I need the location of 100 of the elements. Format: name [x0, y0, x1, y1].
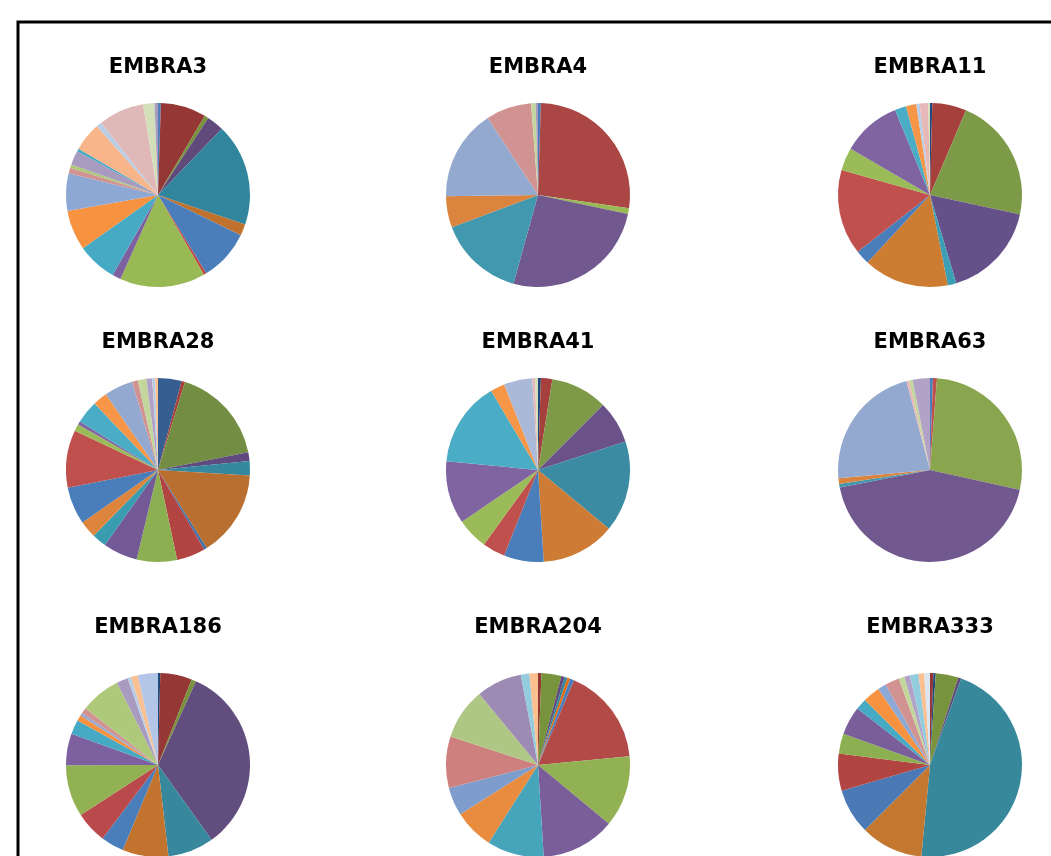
pie-slice: [538, 470, 609, 562]
pie-slice: [483, 470, 538, 556]
pie-slice: [843, 708, 930, 765]
pie-slice: [930, 110, 1022, 215]
chart-title: EMBRA4: [488, 54, 588, 78]
pie-slice: [66, 430, 158, 488]
pie-slice: [66, 173, 158, 212]
pie-slice: [520, 673, 538, 765]
chart-title: EMBRA3: [108, 54, 208, 78]
pie-slice: [461, 470, 538, 545]
pie-slice: [538, 765, 609, 856]
pie-slice: [82, 470, 158, 536]
pie-slice: [67, 195, 158, 249]
pie-slice: [158, 195, 246, 236]
pie-slice: [158, 195, 241, 274]
pie-slice: [450, 694, 538, 765]
pie-slice: [867, 195, 948, 287]
chart-title: EMBRA63: [873, 329, 987, 353]
pie-slice: [136, 470, 178, 562]
pie-slice: [921, 678, 1022, 856]
pie-slice: [446, 461, 538, 522]
pie-slice: [158, 679, 196, 765]
pie-slice: [446, 195, 538, 228]
pie-slice: [143, 103, 158, 195]
pie-slice: [839, 470, 1020, 562]
pie-slice: [158, 681, 250, 840]
pie-slice: [158, 765, 212, 856]
pie-slice: [71, 720, 158, 765]
pie-slice: [158, 382, 249, 470]
pie-slice: [158, 128, 250, 225]
pie-slice: [930, 378, 1022, 490]
pie-slice: [538, 756, 630, 824]
pie-slice: [878, 684, 930, 765]
pie-slice: [538, 379, 604, 470]
pie-slice: [538, 680, 630, 765]
pie-slice: [158, 452, 250, 470]
chart-title: EMBRA41: [481, 329, 595, 353]
chart-title: EMBRA186: [94, 614, 222, 638]
chart-title: EMBRA333: [866, 614, 994, 638]
pie-slice: [864, 688, 930, 765]
pie-slice: [841, 148, 930, 195]
pie-slice: [85, 682, 158, 765]
pie-slice: [838, 381, 930, 479]
pie-slice: [930, 195, 1020, 284]
pie-slice: [857, 195, 930, 263]
pie-slice: [487, 103, 538, 195]
pie-slice: [895, 106, 930, 195]
pie-slice: [94, 394, 158, 470]
chart-title: EMBRA11: [873, 54, 987, 78]
pie-slice: [491, 384, 538, 470]
pie-slice: [101, 104, 158, 195]
pie-slice: [898, 676, 930, 765]
pie-slice: [105, 381, 158, 470]
pie-slice: [102, 765, 158, 850]
pie-slice: [460, 765, 538, 843]
pie-slice: [841, 765, 930, 831]
pie-slice: [538, 404, 626, 470]
pie-slice: [885, 678, 930, 765]
pie-slice: [451, 195, 538, 284]
pie-slice: [122, 765, 169, 856]
pie-slice: [120, 195, 204, 287]
pie-slice: [448, 765, 538, 815]
pie-slice: [864, 765, 930, 856]
pie-slice: [446, 736, 538, 788]
pie-slice: [93, 470, 158, 546]
pie-slice: [80, 765, 158, 839]
pie-slice: [158, 470, 250, 549]
pie-slice: [538, 441, 630, 529]
pie-slice: [158, 103, 205, 195]
pie-slice: [906, 104, 930, 195]
pie-slice: [538, 103, 630, 209]
pie-slice: [930, 195, 957, 286]
pie-slice: [504, 378, 538, 470]
pie-slice: [104, 470, 158, 560]
chart-title: EMBRA204: [474, 614, 602, 638]
pie-slice: [479, 674, 538, 765]
chart-title: EMBRA28: [101, 329, 215, 353]
pie-slice: [857, 699, 930, 765]
pie-slice: [513, 195, 629, 287]
pie-slice: [850, 109, 930, 195]
pie-slice: [909, 673, 930, 765]
pie-slice: [116, 678, 158, 765]
pie-slice: [158, 117, 222, 195]
pie-slice: [504, 470, 544, 562]
pie-slice: [838, 753, 930, 791]
pie-slice: [446, 117, 538, 197]
pie-slice: [78, 126, 158, 195]
pie-slice: [930, 103, 967, 195]
pie-slice: [488, 765, 544, 856]
pie-slice: [137, 378, 158, 470]
pie-slice: [66, 765, 158, 815]
pie-slice: [838, 733, 930, 765]
pie-slice: [66, 733, 158, 766]
pie-slice: [838, 169, 930, 252]
pie-slice: [446, 390, 538, 470]
pie-slice: [158, 115, 209, 195]
pie-slice: [67, 470, 158, 523]
pie-slice: [79, 403, 158, 470]
pie-slice: [538, 378, 553, 470]
pie-slice: [82, 195, 158, 276]
